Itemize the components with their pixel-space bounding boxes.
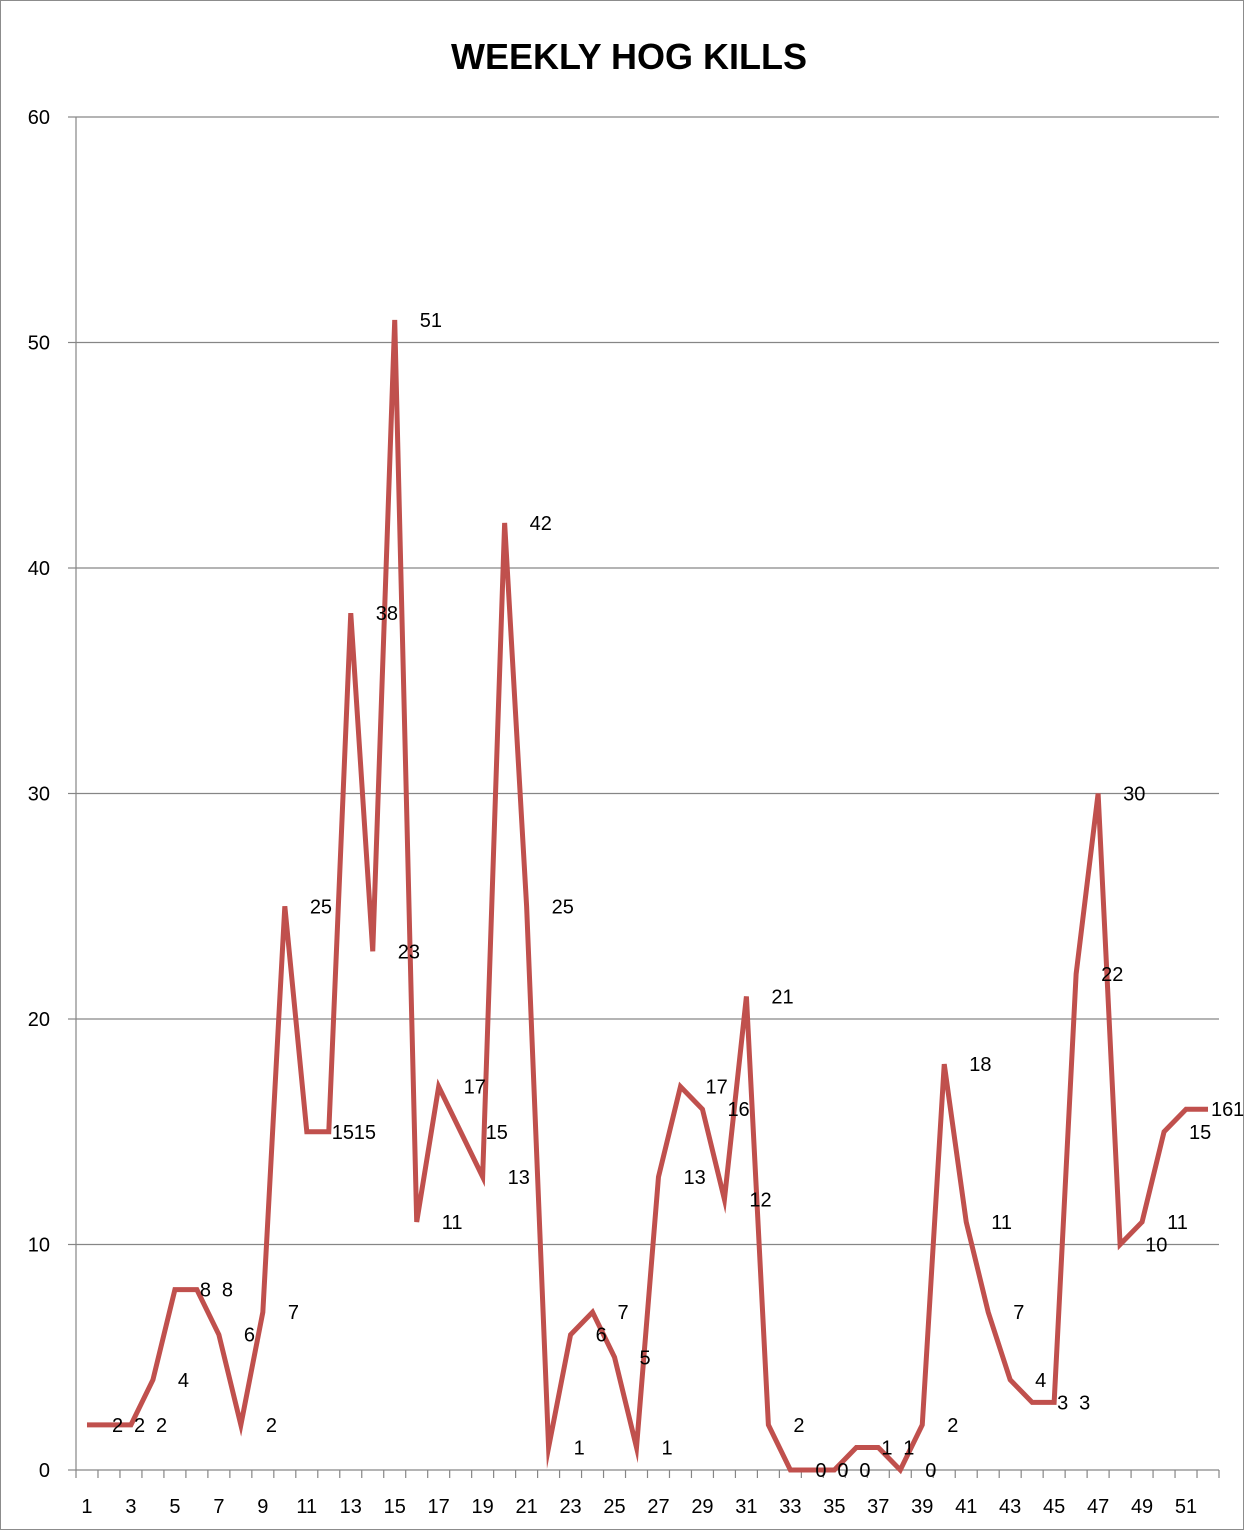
x-tick-label: 39 (911, 1496, 933, 1518)
data-label: 6 (596, 1325, 607, 1347)
data-label: 51 (420, 310, 442, 332)
x-tick-label: 17 (428, 1496, 450, 1518)
data-label: 8 (200, 1280, 211, 1302)
x-tick-label: 3 (125, 1496, 136, 1518)
y-tick-label: 20 (28, 1009, 50, 1031)
x-tick-label: 9 (257, 1496, 268, 1518)
data-label: 2 (112, 1415, 123, 1437)
data-label: 7 (1013, 1302, 1024, 1324)
data-label: 0 (837, 1460, 848, 1482)
y-tick-label: 60 (28, 107, 50, 129)
data-label: 2 (156, 1415, 167, 1437)
x-tick-label: 37 (867, 1496, 889, 1518)
data-label: 5 (640, 1347, 651, 1369)
y-tick-label: 50 (28, 333, 50, 355)
data-label: 0 (815, 1460, 826, 1482)
x-tick-label: 21 (515, 1496, 537, 1518)
x-tick-label: 29 (691, 1496, 713, 1518)
data-label: 1 (881, 1437, 892, 1459)
x-tick-label: 1 (81, 1496, 92, 1518)
x-tick-label: 11 (296, 1496, 317, 1518)
data-label: 25 (310, 896, 332, 918)
x-tick-label: 23 (559, 1496, 581, 1518)
x-tick-label: 35 (823, 1496, 845, 1518)
y-tick-label: 0 (39, 1460, 50, 1482)
y-axis-ticks: 0 10 20 30 40 50 60 (28, 107, 76, 1482)
data-label: 15 (354, 1122, 376, 1144)
series-line (86, 319, 1209, 1475)
data-label: 11 (442, 1212, 463, 1234)
data-label: 1 (574, 1437, 585, 1459)
data-label: 11 (991, 1212, 1012, 1234)
x-tick-label: 13 (340, 1496, 362, 1518)
data-label: 23 (398, 941, 420, 963)
data-label: 4 (178, 1370, 189, 1392)
data-label: 30 (1123, 784, 1145, 806)
data-label: 15 (486, 1122, 508, 1144)
data-label: 16 (1233, 1099, 1244, 1121)
data-label: 13 (508, 1167, 530, 1189)
x-tick-label: 31 (735, 1496, 757, 1518)
data-label: 15 (1189, 1122, 1211, 1144)
x-tick-label: 47 (1087, 1496, 1109, 1518)
data-label: 21 (771, 986, 793, 1008)
gridlines (76, 116, 1219, 1246)
data-label: 25 (552, 896, 574, 918)
data-label: 13 (683, 1167, 705, 1189)
x-tick-label: 45 (1043, 1496, 1065, 1518)
data-label: 7 (618, 1302, 629, 1324)
data-label: 2 (947, 1415, 958, 1437)
x-tick-label: 15 (384, 1496, 406, 1518)
x-tick-label: 5 (169, 1496, 180, 1518)
data-label: 3 (1057, 1392, 1068, 1414)
x-tick-label: 27 (647, 1496, 669, 1518)
series-group (86, 319, 1209, 1475)
data-label: 16 (727, 1099, 749, 1121)
data-label: 38 (376, 603, 398, 625)
x-tick-label: 43 (999, 1496, 1021, 1518)
x-tick-label: 25 (603, 1496, 625, 1518)
data-label: 12 (749, 1189, 771, 1211)
data-label: 8 (222, 1280, 233, 1302)
data-label: 0 (859, 1460, 870, 1482)
data-label: 7 (288, 1302, 299, 1324)
data-label: 22 (1101, 964, 1123, 986)
data-label: 4 (1035, 1370, 1046, 1392)
data-label: 0 (925, 1460, 936, 1482)
data-label: 2 (134, 1415, 145, 1437)
y-tick-label: 10 (28, 1235, 50, 1257)
data-label: 2 (266, 1415, 277, 1437)
data-label: 42 (530, 513, 552, 535)
x-tick-label: 49 (1131, 1496, 1153, 1518)
data-label: 10 (1145, 1235, 1167, 1257)
data-label: 15 (332, 1122, 354, 1144)
data-label: 6 (244, 1325, 255, 1347)
data-label: 3 (1079, 1392, 1090, 1414)
chart-title: WEEKLY HOG KILLS (451, 36, 807, 77)
x-tick-label: 7 (213, 1496, 224, 1518)
data-label: 18 (969, 1054, 991, 1076)
data-label: 16 (1211, 1099, 1233, 1121)
x-tick-label: 19 (472, 1496, 494, 1518)
data-label: 11 (1167, 1212, 1188, 1234)
data-label: 17 (705, 1077, 727, 1099)
x-tick-label: 51 (1175, 1496, 1197, 1518)
data-label: 17 (464, 1077, 486, 1099)
data-label: 2 (793, 1415, 804, 1437)
x-tick-label: 41 (955, 1496, 977, 1518)
y-tick-label: 30 (28, 784, 50, 806)
data-label: 1 (662, 1437, 673, 1459)
y-tick-label: 40 (28, 558, 50, 580)
x-tick-label: 33 (779, 1496, 801, 1518)
data-label: 1 (903, 1437, 914, 1459)
x-axis-ticks: 1 3 5 7 9 11 13 15 17 19 21 23 25 27 29 31 33 35 37 39 41 43 4… (75, 1470, 1220, 1518)
